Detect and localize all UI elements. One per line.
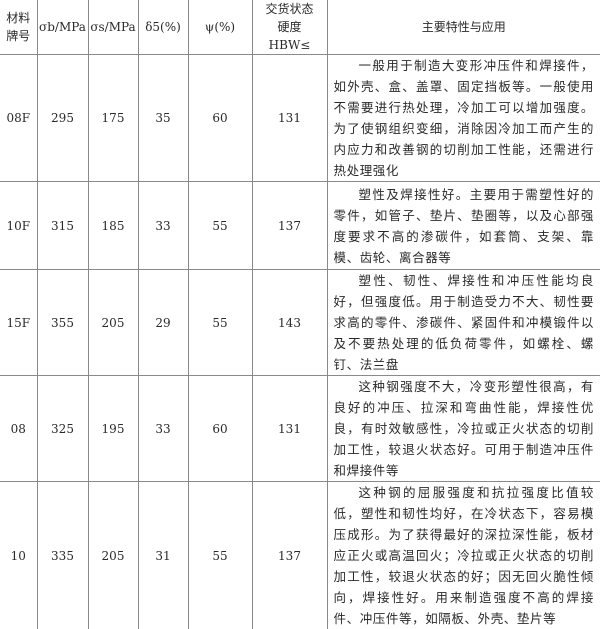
reduction-cell: 55 [188,182,252,270]
application-text: 这种钢强度不大，冷变形塑性很高，有良好的冲压、拉深和弯曲性能，焊接性优良，有时效… [334,376,595,481]
elongation-cell: 33 [138,182,188,270]
grade-cell: 10 [0,482,37,629]
application-cell: 这种钢的屈服强度和抗拉强度比值较低，塑性和韧性均好，在冷状态下，容易模压成形。为… [327,482,600,629]
hardness-cell: 131 [252,376,327,482]
elongation-cell: 29 [138,270,188,376]
reduction-cell: 60 [188,376,252,482]
yield-cell: 185 [88,182,138,270]
application-text: 塑性、韧性、焊接性和冲压性能均良好，但强度低。用于制造受力不大、韧性要求高的零件… [334,270,595,375]
grade-cell: 08 [0,376,37,482]
header-application: 主要特性与应用 [327,0,600,55]
yield-cell: 175 [88,55,138,182]
application-text: 塑性及焊接性好。主要用于需塑性好的零件，如管子、垫片、垫圈等，以及心部强度要求不… [334,184,595,268]
application-text: 一般用于制造大变形冲压件和焊接件，如外壳、盒、盖罩、固定挡板等。一般使用不需要进… [334,55,595,181]
yield-cell: 205 [88,270,138,376]
hardness-cell: 131 [252,55,327,182]
elongation-cell: 33 [138,376,188,482]
yield-cell: 195 [88,376,138,482]
yield-cell: 205 [88,482,138,629]
tensile-cell: 295 [37,55,88,182]
application-cell: 一般用于制造大变形冲压件和焊接件，如外壳、盒、盖罩、固定挡板等。一般使用不需要进… [327,55,600,182]
hardness-cell: 143 [252,270,327,376]
grade-cell: 15F [0,270,37,376]
reduction-cell: 60 [188,55,252,182]
header-tensile: σb/MPa [37,0,88,55]
header-hardness: 交货状态硬度 HBW≤ [252,0,327,55]
header-reduction: ψ(%) [188,0,252,55]
header-row: 材料牌号 σb/MPa σs/MPa δ5(%) ψ(%) 交货状态硬度 HBW… [0,0,600,55]
header-grade: 材料牌号 [0,0,37,55]
grade-cell: 10F [0,182,37,270]
application-cell: 塑性、韧性、焊接性和冲压性能均良好，但强度低。用于制造受力不大、韧性要求高的零件… [327,270,600,376]
elongation-cell: 35 [138,55,188,182]
header-elongation: δ5(%) [138,0,188,55]
tensile-cell: 315 [37,182,88,270]
header-yield: σs/MPa [88,0,138,55]
elongation-cell: 31 [138,482,188,629]
hardness-cell: 137 [252,482,327,629]
reduction-cell: 55 [188,270,252,376]
grade-cell: 08F [0,55,37,182]
hardness-cell: 137 [252,182,327,270]
application-text: 这种钢的屈服强度和抗拉强度比值较低，塑性和韧性均好，在冷状态下，容易模压成形。为… [334,482,595,629]
tensile-cell: 325 [37,376,88,482]
reduction-cell: 55 [188,482,252,629]
application-cell: 这种钢强度不大，冷变形塑性很高，有良好的冲压、拉深和弯曲性能，焊接性优良，有时效… [327,376,600,482]
application-cell: 塑性及焊接性好。主要用于需塑性好的零件，如管子、垫片、垫圈等，以及心部强度要求不… [327,182,600,270]
tensile-cell: 335 [37,482,88,629]
tensile-cell: 355 [37,270,88,376]
